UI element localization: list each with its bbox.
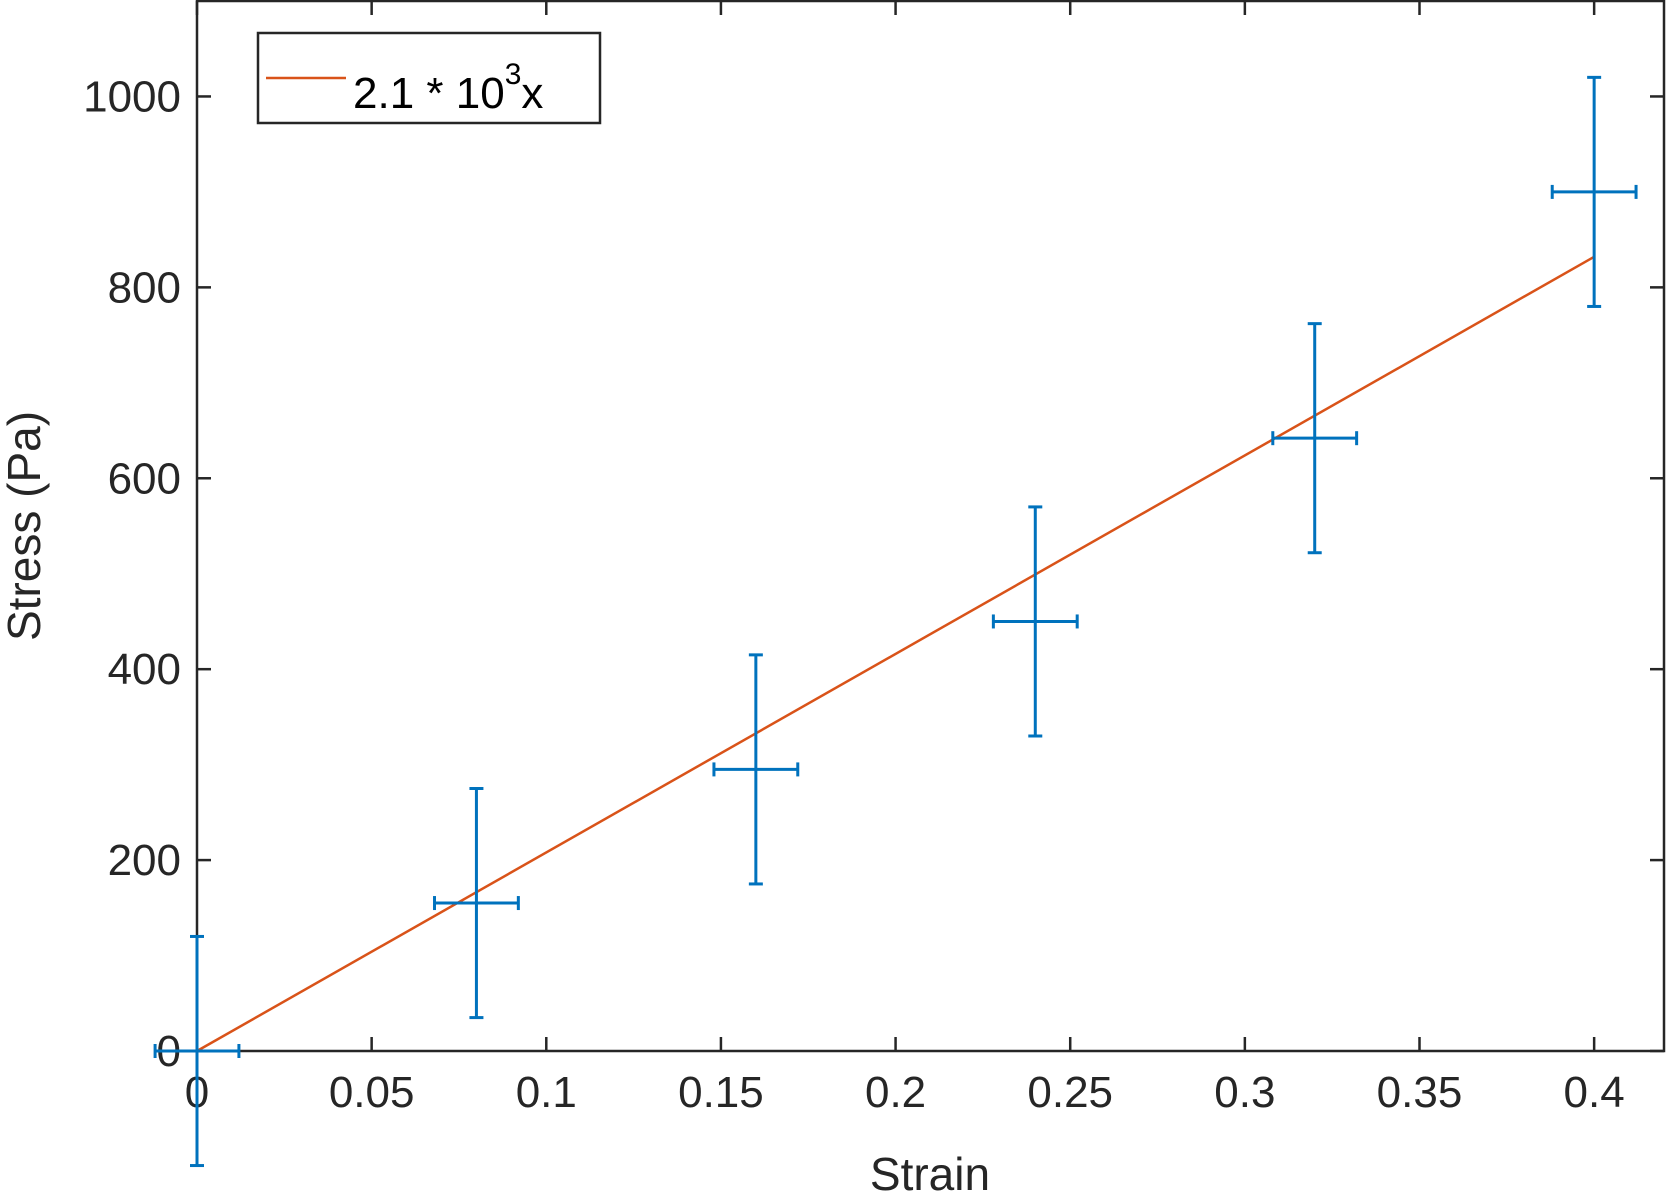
errorbar-point: [991, 505, 1079, 738]
y-tick-label: 800: [108, 263, 181, 312]
x-tick-label: 0.2: [865, 1068, 926, 1117]
errorbar-series: [153, 75, 1638, 1168]
x-tick-label: 0.35: [1377, 1068, 1463, 1117]
errorbar-point: [1550, 75, 1638, 308]
legend-label: 2.1 * 103x: [353, 58, 543, 118]
x-tick-label: 0.25: [1027, 1068, 1113, 1117]
x-tick-label: 0.4: [1564, 1068, 1625, 1117]
errorbar-point: [712, 653, 800, 886]
errorbar-point: [433, 787, 520, 1020]
x-axis-label: Strain: [870, 1148, 990, 1193]
errorbar-point: [153, 934, 241, 1168]
axis-ticks: [195, 1, 1664, 1053]
y-axis-label: Stress (Pa): [0, 411, 50, 641]
x-tick-label: 0.05: [329, 1068, 415, 1117]
errorbar-point: [1271, 322, 1359, 555]
x-tick-label: 0.1: [516, 1068, 577, 1117]
legend-label-superscript: 3: [505, 58, 522, 91]
fit-line-series: [196, 255, 1595, 1053]
y-tick-label: 400: [108, 645, 181, 694]
y-tick-label: 200: [108, 836, 181, 885]
y-tick-label: 600: [108, 454, 181, 503]
legend-label-tail: x: [521, 69, 543, 118]
fit-line: [196, 255, 1595, 1053]
x-tick-labels: 0 0.05 0.1 0.15 0.2 0.25 0.3 0.35 0.4: [185, 1068, 1625, 1117]
y-tick-label: 1000: [83, 72, 181, 121]
legend: 2.1 * 103x: [256, 31, 602, 125]
x-tick-label: 0.3: [1214, 1068, 1275, 1117]
legend-label-main: 2.1 * 10: [353, 69, 505, 118]
plot-area: [195, 0, 1666, 1053]
x-tick-label: 0.15: [678, 1068, 764, 1117]
